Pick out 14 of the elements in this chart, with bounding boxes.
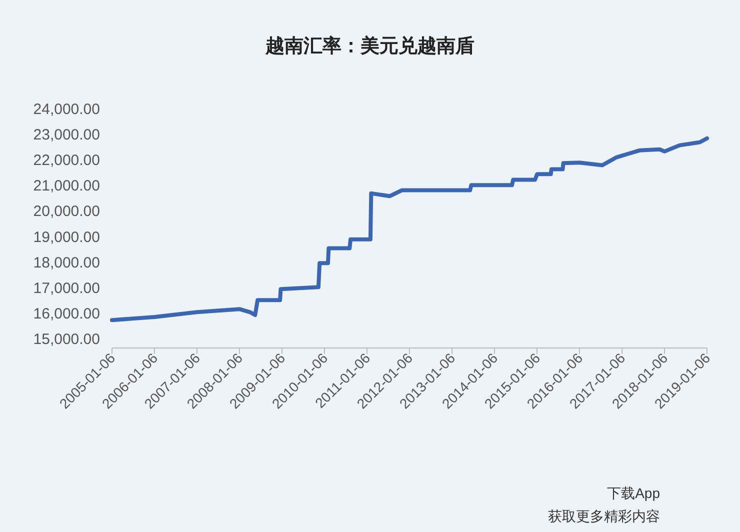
y-tick-label: 22,000.00	[33, 152, 100, 170]
chart-title: 越南汇率：美元兑越南盾	[264, 35, 474, 57]
y-tick-label: 19,000.00	[33, 228, 100, 246]
y-tick-label: 20,000.00	[33, 203, 100, 220]
y-tick-label: 17,000.00	[33, 280, 100, 297]
y-tick-label: 16,000.00	[33, 305, 100, 322]
y-tick-label: 18,000.00	[33, 254, 100, 272]
y-tick-label: 15,000.00	[33, 331, 100, 348]
y-tick-label: 24,000.00	[33, 101, 100, 118]
text: 下载App	[607, 485, 660, 501]
y-tick-label: 21,000.00	[33, 178, 100, 195]
line-series	[110, 136, 709, 322]
y-tick-label: 23,000.00	[33, 126, 100, 144]
text: 获取更多精彩内容	[548, 508, 660, 524]
